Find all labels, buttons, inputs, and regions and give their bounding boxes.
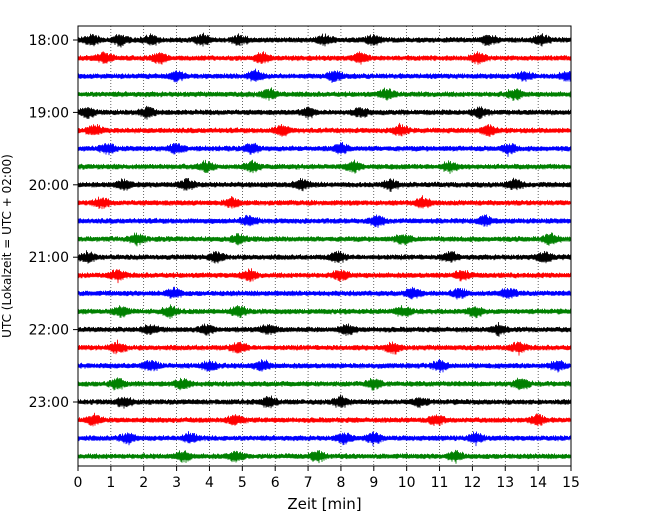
- trace-row-2330: [77, 431, 572, 447]
- x-tick-label: 2: [139, 475, 148, 491]
- trace-row-2100: [77, 250, 572, 264]
- trace-row-1830: [77, 68, 572, 84]
- y-tick-label: 22:00: [29, 323, 69, 339]
- trace-row-2230: [77, 358, 572, 373]
- y-tick-label: 20:00: [29, 178, 69, 194]
- x-tick-label: 11: [431, 475, 449, 491]
- trace-row-2030: [77, 214, 572, 228]
- y-tick-label: 23:00: [29, 395, 69, 411]
- trace-row-2130: [77, 286, 572, 300]
- trace-row-1900: [77, 105, 572, 120]
- x-axis-ticks: 0 1 2 3 4 5 6 7 8 9 10 11 12 13 14 15: [74, 466, 580, 491]
- x-tick-label: 14: [529, 475, 547, 491]
- trace-rows: [77, 32, 572, 464]
- x-tick-label: 12: [463, 475, 481, 491]
- trace-row-2300: [77, 394, 572, 409]
- x-tick-label: 5: [238, 475, 247, 491]
- y-tick-label: 21:00: [29, 250, 69, 266]
- x-tick-label: 15: [562, 475, 580, 491]
- x-tick-label: 9: [369, 475, 378, 491]
- y-axis-label: UTC (Lokalzeit = UTC + 02:00): [0, 154, 14, 338]
- x-tick-label: 1: [106, 475, 115, 491]
- trace-row-1945: [77, 159, 572, 174]
- trace-row-2145: [77, 304, 572, 319]
- plot-frame: [77, 25, 572, 467]
- y-tick-label: 19:00: [29, 105, 69, 121]
- trace-row-1845: [77, 87, 572, 101]
- trace-row-2315: [77, 412, 572, 427]
- x-tick-label: 10: [398, 475, 416, 491]
- trace-row-1930: [77, 142, 572, 157]
- trace-row-1815: [77, 51, 572, 65]
- x-tick-label: 4: [205, 475, 214, 491]
- x-axis-label: Zeit [min]: [287, 495, 361, 513]
- x-tick-label: 0: [74, 475, 83, 491]
- x-tick-label: 3: [172, 475, 181, 491]
- y-axis-ticks: 18:00 19:00 20:00 21:00 22:00 23:00: [29, 33, 78, 411]
- trace-row-2345: [77, 449, 572, 464]
- x-tick-label: 7: [304, 475, 313, 491]
- x-tick-label: 13: [496, 475, 514, 491]
- trace-row-2200: [77, 322, 572, 337]
- y-tick-label: 18:00: [29, 33, 69, 49]
- trace-row-2000: [77, 177, 572, 192]
- trace-row-2245: [77, 377, 572, 391]
- trace-row-2215: [77, 339, 572, 356]
- vertical-grid: [110, 26, 539, 466]
- trace-row-2045: [77, 232, 572, 247]
- trace-row-1800: [77, 32, 572, 48]
- trace-row-2015: [77, 195, 572, 210]
- x-tick-label: 8: [336, 475, 345, 491]
- x-tick-label: 6: [271, 475, 280, 491]
- trace-row-1915: [77, 122, 572, 137]
- trace-row-2115: [77, 268, 572, 284]
